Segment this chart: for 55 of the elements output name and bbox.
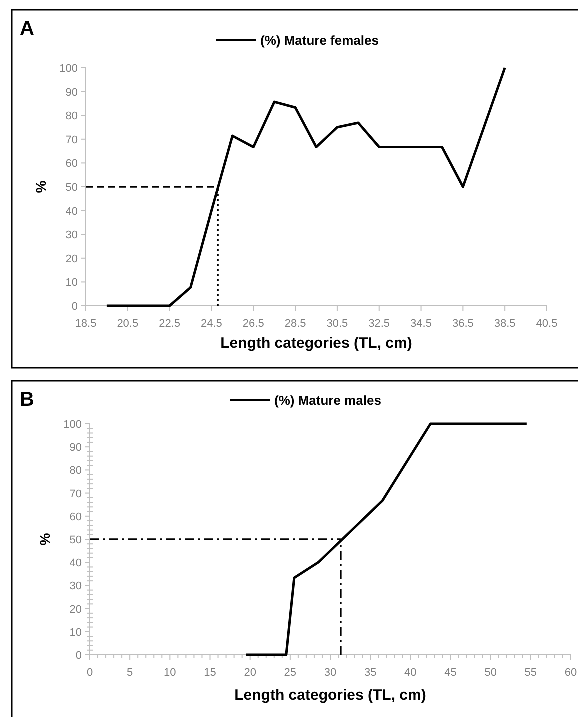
y-tick-label: 30 (66, 230, 78, 242)
y-tick-label: 60 (70, 511, 82, 524)
x-tick-label: 55 (524, 667, 538, 679)
x-tick-label: 25 (284, 667, 297, 679)
x-tick-label: 45 (444, 667, 457, 679)
legend-label: (%) Mature females (260, 33, 379, 48)
y-tick-label: 50 (70, 534, 82, 546)
x-axis-title: Length categories (TL, cm) (220, 335, 412, 352)
y-tick-label: 20 (66, 253, 78, 266)
x-tick-label: 30 (324, 667, 337, 679)
x-tick-label: 35 (364, 667, 377, 679)
x-tick-label: 50 (484, 667, 497, 679)
y-tick-label: 90 (70, 442, 82, 454)
y-tick-label: 50 (66, 182, 78, 194)
x-tick-label: 15 (204, 667, 216, 679)
y-tick-label: 30 (70, 580, 82, 593)
y-tick-label: 60 (66, 158, 78, 170)
y-tick-label: 10 (70, 626, 82, 639)
x-tick-label: 5 (127, 667, 134, 679)
x-tick-label: 22.5 (159, 318, 181, 330)
x-tick-label: 40 (404, 667, 417, 679)
y-tick-label: 40 (66, 206, 78, 218)
y-tick-label: 10 (66, 277, 78, 290)
x-tick-label: 0 (86, 667, 94, 679)
y-tick-label: 40 (70, 558, 82, 570)
x-tick-label: 20.5 (117, 318, 139, 330)
chart-title: A (20, 18, 34, 40)
x-tick-label: 10 (164, 667, 176, 679)
x-tick-label: 24.5 (201, 318, 222, 330)
x-tick-label: 20 (244, 667, 256, 679)
y-axis-title: % (33, 180, 49, 194)
y-tick-label: 20 (70, 604, 82, 616)
y-tick-label: 80 (66, 110, 78, 123)
y-tick-label: 70 (70, 488, 82, 500)
x-tick-label: 26.5 (242, 318, 264, 330)
x-tick-label: 40.5 (536, 318, 558, 330)
x-tick-label: 28.5 (284, 318, 306, 330)
x-axis-title: Length categories (TL, cm) (234, 687, 426, 704)
y-tick-label: 90 (66, 86, 78, 99)
y-axis-title: % (37, 532, 53, 546)
y-tick-label: 0 (76, 650, 82, 662)
x-tick-label: 32.5 (368, 318, 390, 330)
x-tick-label: 18.5 (75, 318, 97, 330)
y-tick-label: 100 (64, 419, 82, 431)
x-tick-label: 38.5 (494, 318, 516, 330)
x-tick-label: 34.5 (410, 318, 432, 330)
x-tick-label: 30.5 (326, 318, 348, 330)
y-tick-label: 80 (70, 465, 82, 478)
y-tick-label: 100 (60, 63, 78, 75)
y-tick-label: 70 (66, 134, 78, 146)
legend-label: (%) Mature males (274, 393, 382, 408)
y-tick-label: 0 (72, 301, 78, 313)
chart-title: B (20, 389, 34, 411)
x-tick-label: 36.5 (452, 318, 474, 330)
x-tick-label: 60 (564, 667, 578, 679)
